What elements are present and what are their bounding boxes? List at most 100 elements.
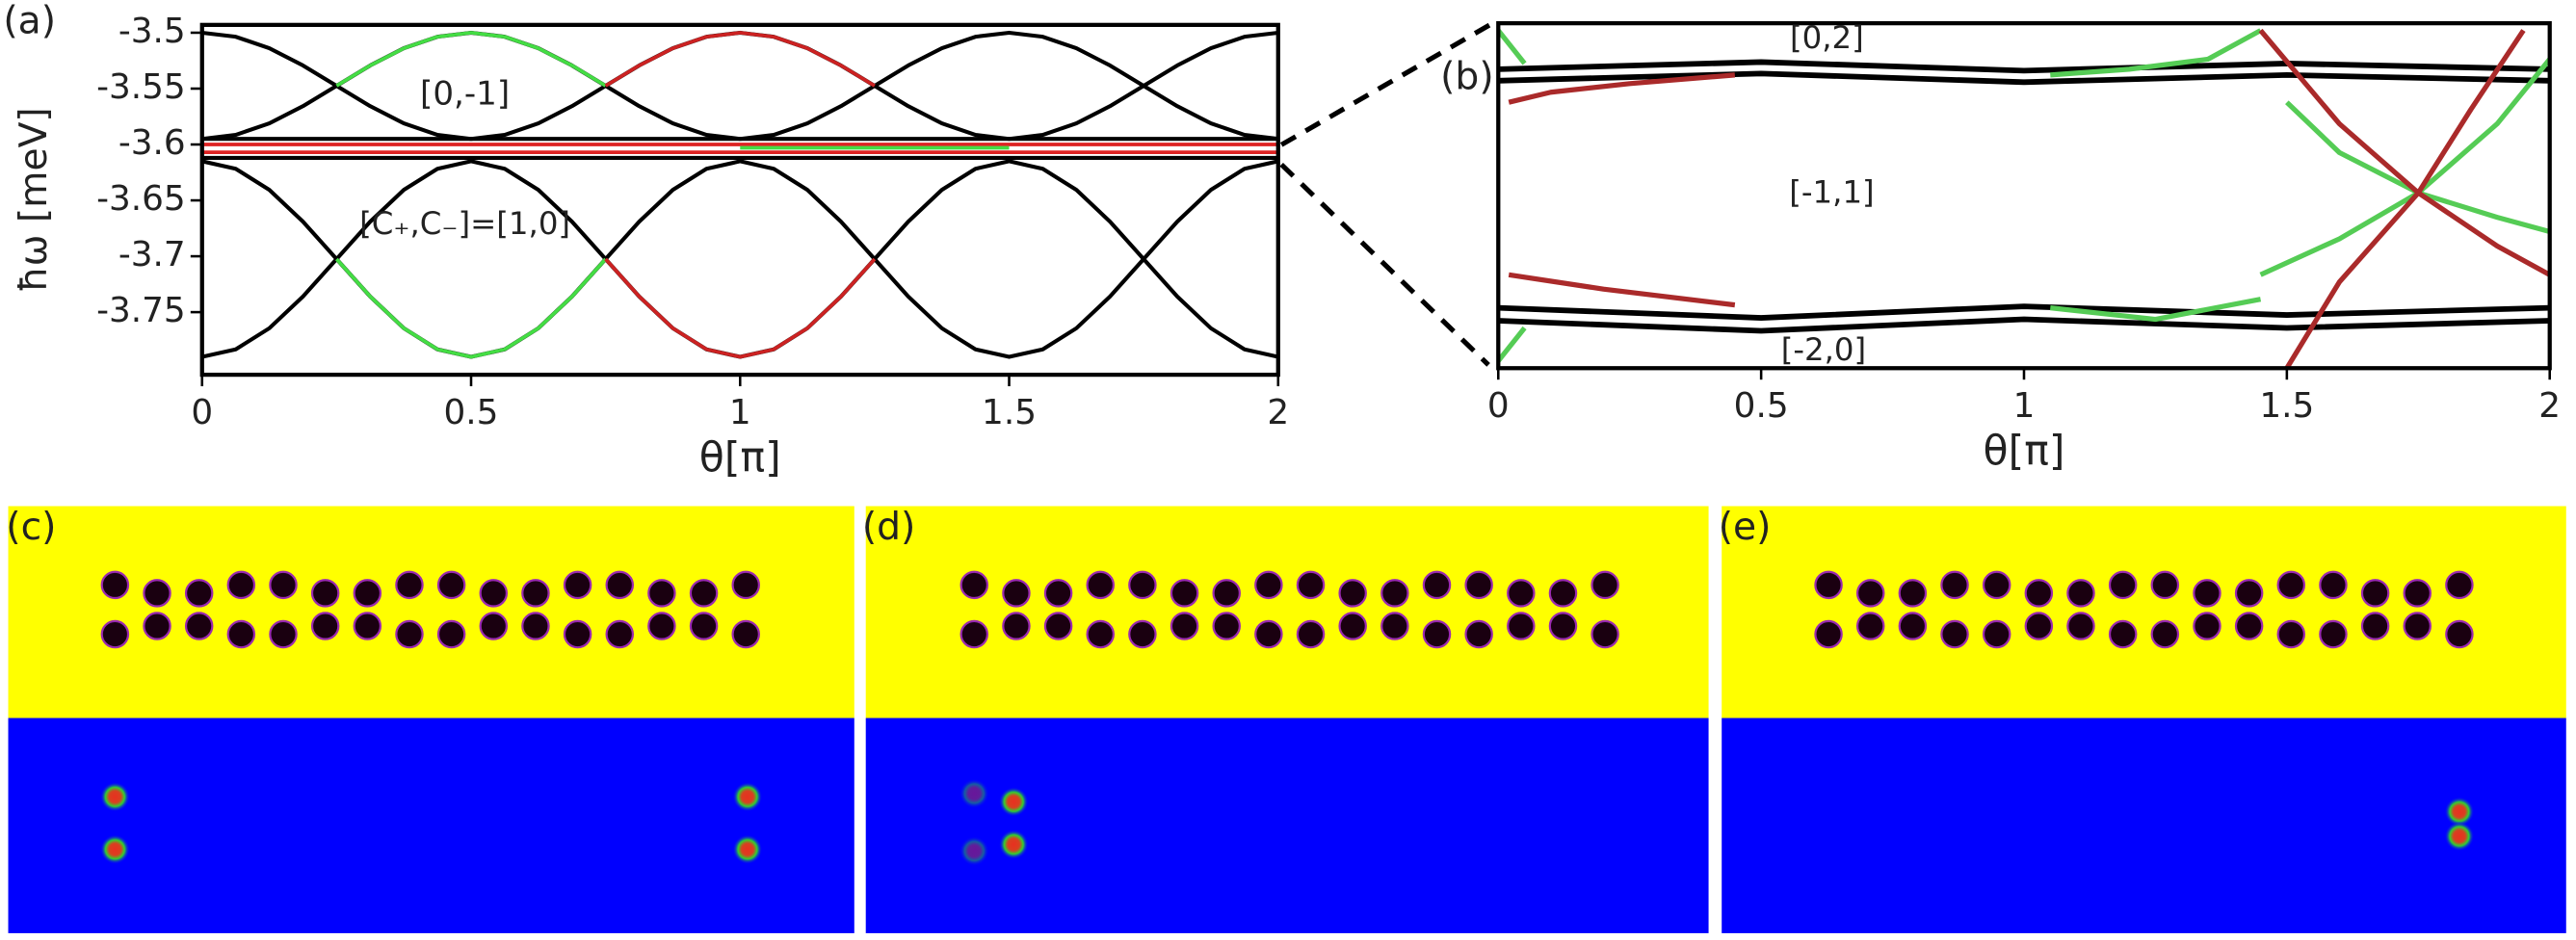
soliton [100,619,130,649]
density-peak [998,787,1029,817]
soliton [2319,570,2348,600]
density-top [865,506,1709,718]
annotation: [0,2] [1790,19,1864,56]
soliton [395,570,424,600]
soliton [436,570,466,600]
band-curve [335,31,607,88]
soliton [1814,619,1843,649]
panel-label: (a) [3,0,56,43]
soliton [1855,612,1885,640]
soliton [1940,619,1969,649]
soliton [1296,619,1326,649]
soliton [1338,612,1367,640]
soliton [353,579,382,608]
y-tick-label: -3.6 [118,123,186,163]
soliton [1170,612,1199,640]
soliton [2234,612,2264,640]
soliton [2276,619,2306,649]
y-axis-label: ħω [meV] [13,107,56,292]
soliton [1212,612,1241,640]
soliton [436,619,466,649]
soliton [1086,570,1115,600]
annotation: [-1,1] [1789,174,1874,211]
soliton [2360,612,2390,640]
soliton [1590,619,1619,649]
soliton [353,612,382,640]
x-tick-label: 2 [1267,393,1289,432]
band-curve [604,31,876,88]
band-curve [1498,326,1527,363]
soliton [647,612,676,640]
soliton [1814,570,1843,600]
soliton [1940,570,1969,600]
soliton [1128,570,1157,600]
soliton [2108,570,2138,600]
soliton [1170,579,1199,608]
x-axis-label: θ[π] [1983,427,2064,475]
plot-area [201,24,1278,376]
y-tick-label: -3.5 [118,12,186,51]
density-peak [998,829,1029,860]
annotation: [C₊,C₋]=[1,0] [359,205,570,242]
soliton [269,619,298,649]
soliton [226,570,256,600]
soliton [395,619,424,649]
x-tick-label: 0.5 [444,393,499,432]
soliton [1855,579,1885,608]
panel-label: (c) [6,506,56,549]
soliton [1464,570,1493,600]
soliton [731,619,760,649]
soliton [689,612,719,640]
y-tick-label: -3.7 [118,235,186,274]
soliton [184,579,214,608]
soliton [269,570,298,600]
density-top [8,506,854,718]
soliton [2445,619,2474,649]
soliton [731,570,760,600]
band-curve [1498,59,2550,74]
band-curve [1508,72,1736,105]
soliton [310,579,340,608]
soliton [1380,579,1409,608]
x-tick-label: 1.5 [2259,386,2314,426]
soliton [2024,579,2054,608]
zoom-line [1279,17,1500,147]
x-axis-label: θ[π] [699,433,781,482]
soliton [2066,579,2095,608]
x-tick-label: 0 [191,393,213,432]
band-curve [1498,316,2550,334]
soliton [521,579,550,608]
soliton [1898,612,1928,640]
soliton [1422,570,1452,600]
soliton [1982,619,2011,649]
band-curve [2050,28,2262,78]
annotation: [-2,0] [1781,331,1866,368]
density-peak [959,778,989,809]
soliton [647,579,676,608]
soliton [1338,579,1367,608]
soliton [1590,570,1619,600]
soliton [2024,612,2054,640]
soliton [1464,619,1493,649]
y-tick-label: -3.55 [96,67,186,107]
y-tick-label: -3.65 [96,179,186,219]
soliton [1128,619,1157,649]
panel-label: (b) [1440,56,1494,99]
y-tick-label: -3.75 [96,291,186,330]
band-curve [604,257,877,359]
band-curve [2050,297,2262,323]
soliton [563,619,592,649]
x-tick-label: 1 [729,393,751,432]
annotation: [0,-1] [420,75,510,114]
density-bottom [1722,718,2566,933]
soliton [184,612,214,640]
density-peak [100,834,130,865]
density-peak [2444,821,2475,851]
density-peak [732,782,763,812]
band-curve [1498,70,2550,86]
soliton [2403,579,2432,608]
soliton [100,570,130,600]
soliton [2193,579,2221,608]
soliton [2276,570,2306,600]
